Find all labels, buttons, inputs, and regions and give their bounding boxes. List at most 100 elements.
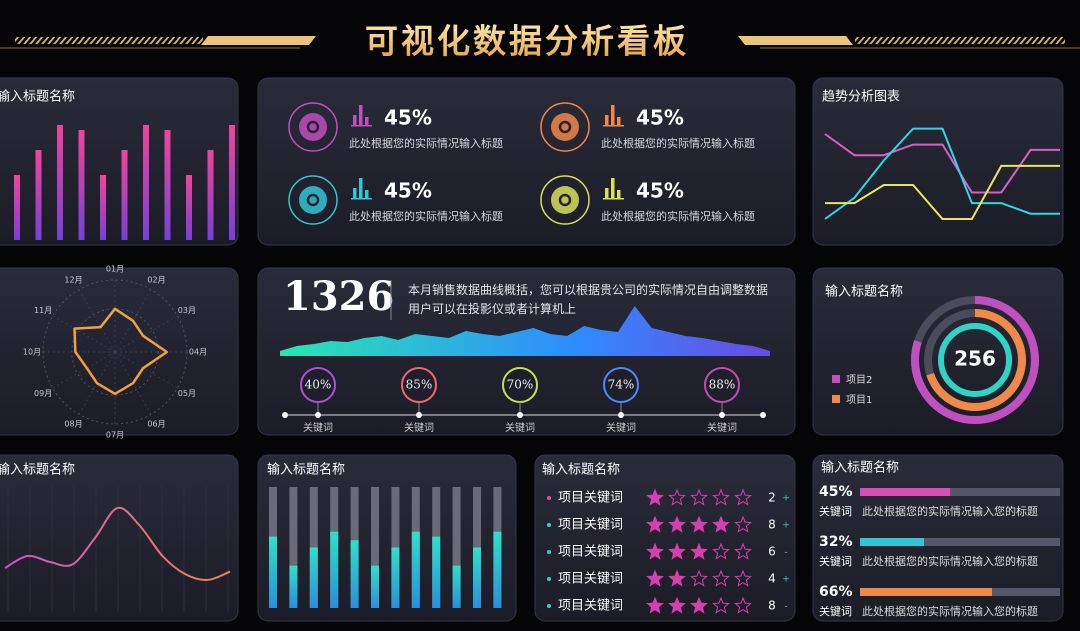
- star: [646, 596, 664, 614]
- star: [734, 515, 752, 533]
- progress-track: [860, 488, 1060, 496]
- bar: [100, 175, 106, 240]
- star: [646, 515, 664, 533]
- tube-fill: [452, 565, 461, 608]
- kpi-icon-glyph: [558, 120, 572, 134]
- star: [712, 488, 730, 506]
- star: [690, 596, 708, 614]
- rating-trend: -: [784, 548, 787, 558]
- kpi-icon-glyph: [306, 120, 320, 134]
- rating-stars: [646, 488, 752, 506]
- legend-label: 项目1: [846, 394, 872, 406]
- timeline-dot: [719, 412, 725, 418]
- kpi-bar-icon: [605, 188, 609, 198]
- rating-name: 项目关键词: [558, 518, 623, 533]
- bar: [121, 150, 128, 240]
- panel: [257, 454, 517, 622]
- legend-swatch: [832, 375, 840, 383]
- progress-text: 此处根据您的实际情况输入您的标题: [862, 604, 1038, 618]
- timeline-dot: [315, 412, 321, 418]
- summary-text: 本月销售数据曲线概括，您可以根据贵公司的实际情况自由调整数据用户可以在投影仪或者…: [408, 283, 769, 316]
- donut-center: 256: [954, 347, 996, 371]
- radar-label: 03月: [178, 306, 196, 315]
- kpi-value: 45%: [384, 106, 432, 130]
- panel-title: 输入标题名称: [0, 462, 75, 478]
- rating-trend: +: [782, 521, 790, 531]
- rating-count: 2: [768, 491, 776, 505]
- rating-stars: [646, 542, 752, 560]
- header-bar: [201, 36, 316, 45]
- panel-title: 输入标题名称: [267, 462, 345, 478]
- tube-track: [371, 487, 379, 608]
- keyword-percent: 40%: [305, 378, 332, 392]
- kpi-bar-icon: [365, 190, 369, 198]
- trend-line: [824, 127, 1060, 220]
- radar-label: 10月: [23, 348, 41, 357]
- tube-fill: [391, 547, 400, 608]
- tube-fill: [371, 565, 379, 608]
- star: [690, 542, 708, 560]
- rating-name: 项目关键词: [558, 572, 623, 587]
- tube-fill: [473, 547, 481, 608]
- panel: [534, 454, 796, 622]
- kpi-icon-ring: [540, 102, 590, 152]
- line: [4, 506, 231, 582]
- star: [646, 542, 664, 560]
- star: [690, 488, 708, 506]
- panel: [0, 267, 239, 436]
- kpi-text: 此处根据您的实际情况输入标题: [601, 209, 755, 223]
- kpi-icon-ring: [288, 102, 338, 152]
- progress-bar: [860, 588, 992, 596]
- rating-stars: [646, 515, 752, 533]
- kpi-bar-icon: [359, 178, 363, 198]
- bar: [57, 125, 63, 240]
- radar-grid: [71, 308, 159, 396]
- summary-number: 1326: [283, 273, 394, 320]
- kpi-bar-icon-base: [603, 198, 624, 200]
- star: [668, 596, 686, 614]
- star: [712, 596, 730, 614]
- rating-stars: [646, 596, 752, 614]
- radar-label: 07月: [106, 431, 124, 440]
- bar: [14, 175, 20, 240]
- progress-text: 此处根据您的实际情况输入您的标题: [862, 554, 1038, 568]
- panel: [257, 77, 796, 246]
- donut-arc: [924, 309, 1026, 411]
- radar-label: 04月: [189, 348, 207, 357]
- bar: [78, 130, 85, 240]
- progress-keyword: 关键词: [819, 604, 852, 618]
- keyword-percent: 85%: [406, 378, 433, 392]
- kpi-icon: [299, 113, 327, 141]
- radar-label: 11月: [34, 306, 52, 315]
- bar: [186, 175, 192, 240]
- kpi-bar-icon-base: [603, 125, 624, 127]
- keyword-label: 关键词: [707, 421, 737, 434]
- area: [280, 306, 770, 356]
- tube-fill: [411, 531, 420, 608]
- kpi-bar-icon-base: [351, 198, 372, 200]
- rating-name: 项目关键词: [558, 491, 623, 506]
- header-stripe: [855, 37, 1065, 44]
- star: [668, 542, 686, 560]
- rating-count: 8: [768, 599, 776, 613]
- kpi-icon: [551, 113, 579, 141]
- progress-track: [860, 538, 1060, 546]
- tube-fill: [493, 531, 502, 608]
- tube-fill: [289, 565, 298, 608]
- progress-value: 32%: [819, 534, 853, 550]
- panel-title: 输入标题名称: [542, 462, 620, 478]
- rating-stars: [646, 569, 752, 587]
- kpi-icon-ring: [288, 175, 338, 225]
- progress-value: 66%: [819, 584, 853, 600]
- bullet: [547, 496, 551, 500]
- timeline-end: [760, 412, 766, 418]
- kpi-bar-icon-base: [351, 125, 372, 127]
- radar-spoke: [114, 351, 178, 389]
- radar-spoke: [78, 289, 116, 353]
- bar: [164, 130, 171, 240]
- star: [690, 569, 708, 587]
- kpi-icon: [299, 186, 327, 214]
- bar: [35, 150, 42, 240]
